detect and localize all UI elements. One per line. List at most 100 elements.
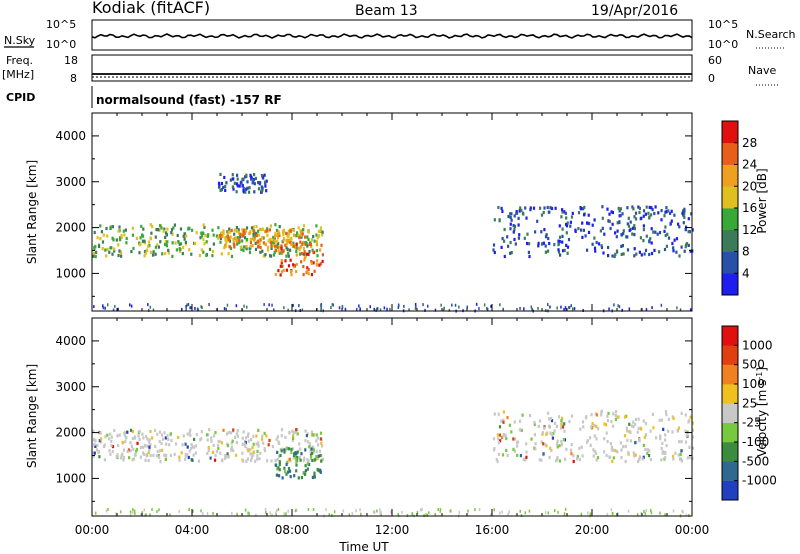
velocity-echo-cell bbox=[99, 431, 102, 435]
velocity-echo-cell bbox=[94, 444, 97, 448]
velocity-echo-cell bbox=[499, 511, 501, 515]
velocity-echo-cell bbox=[538, 458, 541, 462]
power-echo-cell bbox=[277, 269, 280, 273]
power-echo-cell bbox=[549, 305, 551, 309]
power-echo-cell bbox=[147, 303, 149, 307]
power-echo-cell bbox=[260, 174, 264, 178]
velocity-echo-cell bbox=[632, 420, 635, 424]
velocity-echo-cell bbox=[152, 453, 155, 457]
velocity-echo-cell bbox=[250, 438, 253, 442]
velocity-echo-cell bbox=[672, 416, 675, 420]
power-echo-cell bbox=[181, 307, 183, 311]
velocity-echo-cell bbox=[665, 413, 668, 417]
velocity-echo-cell bbox=[331, 513, 333, 517]
colorbar-tick-label: 20 bbox=[742, 179, 757, 193]
power-echo-cell bbox=[278, 233, 281, 237]
y-tick-label: 4000 bbox=[55, 129, 86, 143]
power-echo-cell bbox=[554, 206, 557, 210]
power-echo-cell bbox=[621, 212, 624, 216]
velocity-echo-cell bbox=[226, 444, 230, 448]
power-echo-cell bbox=[159, 240, 162, 244]
power-echo-cell bbox=[610, 210, 613, 214]
velocity-echo-cell bbox=[167, 437, 170, 442]
velocity-echo-cell bbox=[439, 508, 442, 512]
power-echo-cell bbox=[235, 190, 238, 194]
velocity-echo-cell bbox=[596, 456, 600, 460]
power-echo-cell bbox=[295, 242, 298, 246]
velocity-echo-cell bbox=[680, 459, 684, 463]
velocity-echo-cell bbox=[188, 431, 191, 435]
power-echo-cell bbox=[289, 248, 292, 252]
power-echo-cell bbox=[690, 212, 693, 216]
velocity-echo-cell bbox=[650, 511, 653, 515]
power-cells bbox=[92, 172, 694, 313]
power-echo-cell bbox=[154, 235, 157, 239]
velocity-echo-cell bbox=[661, 451, 664, 455]
power-echo-cell bbox=[287, 254, 290, 258]
velocity-echo-cell bbox=[311, 475, 314, 479]
velocity-echo-cell bbox=[226, 452, 229, 456]
power-echo-cell bbox=[187, 226, 190, 230]
power-echo-cell bbox=[227, 230, 230, 234]
power-echo-cell bbox=[591, 242, 594, 246]
power-echo-cell bbox=[289, 242, 293, 247]
velocity-echo-cell bbox=[149, 442, 152, 446]
velocity-echo-cell bbox=[639, 427, 643, 431]
velocity-echo-cell bbox=[474, 508, 476, 512]
velocity-echo-cell bbox=[118, 433, 121, 437]
velocity-echo-cell bbox=[163, 431, 166, 435]
power-echo-cell bbox=[245, 247, 248, 251]
velocity-echo-cell bbox=[507, 512, 509, 516]
x-tick-label: 00:00 bbox=[675, 523, 710, 537]
velocity-echo-cell bbox=[379, 508, 381, 512]
velocity-echo-cell bbox=[281, 476, 284, 480]
velocity-echo-cell bbox=[581, 454, 584, 458]
x-tick-label: 12:00 bbox=[375, 523, 410, 537]
power-echo-cell bbox=[510, 212, 513, 216]
power-echo-cell bbox=[254, 241, 257, 245]
velocity-echo-cell bbox=[610, 508, 613, 512]
power-echo-cell bbox=[287, 240, 290, 244]
power-echo-cell bbox=[250, 226, 254, 230]
nsky-panel: N.Sky 10^5 10^0 10^5 10^0 N.Search bbox=[4, 18, 796, 51]
velocity-echo-cell bbox=[664, 433, 667, 437]
power-echo-cell bbox=[299, 252, 302, 256]
power-echo-cell bbox=[225, 307, 227, 311]
power-echo-cell bbox=[253, 229, 256, 233]
power-echo-cell bbox=[143, 254, 146, 258]
velocity-echo-cell bbox=[191, 458, 194, 462]
velocity-echo-cell bbox=[108, 449, 111, 453]
power-echo-cell bbox=[280, 259, 283, 263]
power-echo-cell bbox=[205, 240, 208, 244]
power-echo-cell bbox=[275, 228, 279, 233]
velocity-echo-cell bbox=[192, 453, 195, 457]
velocity-echo-cell bbox=[681, 509, 683, 513]
power-echo-cell bbox=[607, 245, 610, 250]
power-echo-cell bbox=[236, 177, 239, 181]
power-echo-cell bbox=[179, 249, 182, 253]
power-echo-cell bbox=[278, 245, 281, 249]
velocity-echo-cell bbox=[254, 459, 257, 463]
power-echo-cell bbox=[548, 241, 551, 246]
power-echo-cell bbox=[442, 308, 445, 312]
power-echo-cell bbox=[227, 245, 230, 249]
power-echo-cell bbox=[647, 211, 650, 215]
power-echo-cell bbox=[475, 302, 478, 306]
velocity-echo-cell bbox=[374, 510, 376, 514]
power-echo-cell bbox=[270, 246, 273, 250]
power-echo-cell bbox=[317, 229, 320, 233]
velocity-echo-cell bbox=[570, 443, 573, 447]
velocity-echo-cell bbox=[550, 416, 553, 421]
power-echo-cell bbox=[184, 240, 187, 244]
power-echo-cell bbox=[224, 243, 227, 247]
velocity-echo-cell bbox=[116, 453, 119, 457]
colorbar-tick-label: -100 bbox=[742, 435, 769, 449]
velocity-echo-cell bbox=[547, 411, 550, 415]
velocity-echo-cell bbox=[380, 513, 382, 517]
velocity-echo-cell bbox=[380, 510, 382, 514]
velocity-echo-cell bbox=[126, 449, 129, 453]
power-echo-cell bbox=[671, 241, 674, 246]
velocity-echo-cell bbox=[497, 441, 500, 445]
power-echo-cell bbox=[237, 231, 241, 235]
velocity-echo-cell bbox=[275, 513, 277, 517]
